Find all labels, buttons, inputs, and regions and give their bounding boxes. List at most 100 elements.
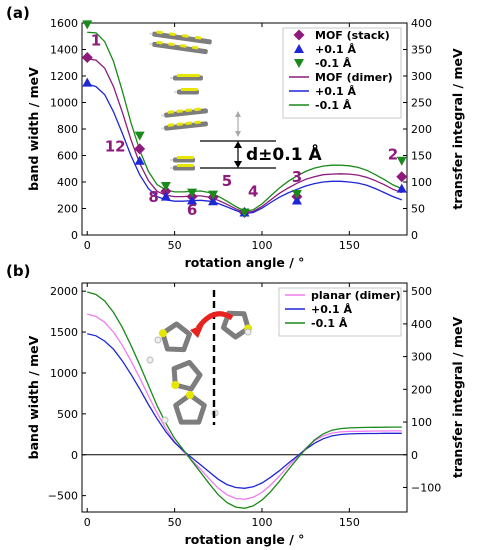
data-point-triangle-down <box>134 131 145 141</box>
arrow-head-down <box>234 161 242 168</box>
sulfur-atom <box>191 88 198 91</box>
y-right-tick-label: 350 <box>411 44 432 57</box>
plot-frame <box>81 282 408 513</box>
data-point-diamond <box>160 185 172 197</box>
sulfur-atom <box>156 30 163 35</box>
hydrogen-atom <box>170 77 173 79</box>
y-tick-label: 0 <box>71 229 78 242</box>
x-tick-label: 50 <box>168 516 182 529</box>
thiophene-ring <box>171 359 203 392</box>
legend-label: MOF (dimer) <box>315 71 393 84</box>
legend-label: -0.1 Å <box>315 57 352 70</box>
y-tick-label: 2000 <box>50 285 78 298</box>
y-tick-label: 600 <box>57 150 78 163</box>
y-right-tick-label: 50 <box>411 203 425 216</box>
sulfur-atom <box>167 110 174 114</box>
thiophene-ring <box>221 310 251 340</box>
hydrogen-atom <box>161 114 165 117</box>
sulfur-atom <box>180 156 187 159</box>
legend-box <box>278 287 402 337</box>
molecule-stack-icon <box>149 40 208 55</box>
sulfur-atom <box>188 74 194 77</box>
legend-label: MOF (stack) <box>315 29 390 42</box>
panel-label: (a) <box>6 4 30 22</box>
rotation-arrow <box>195 311 234 330</box>
geometry-label: 1 <box>91 32 101 50</box>
x-axis-label: rotation angle / ° <box>185 255 305 270</box>
sulfur-atom <box>180 44 187 48</box>
y-right-tick-label: 500 <box>411 285 432 298</box>
y-tick-label: 1000 <box>50 367 78 380</box>
sulfur-atom <box>188 88 194 91</box>
hydrogen-atom <box>170 159 173 161</box>
data-point-triangle-up <box>291 195 302 205</box>
x-tick-label: 0 <box>84 239 91 252</box>
sulfur-atom <box>194 107 201 112</box>
sulfur-atom <box>187 156 194 159</box>
chart-panel-b: 0 50 100 150 −500 0 500 1000 1500 2000 −100 0 100 200… <box>6 262 465 547</box>
sulfur-atom <box>180 164 187 167</box>
geometry-label: 12 <box>105 138 126 156</box>
y-right-tick-label: 300 <box>411 70 432 83</box>
sulfur-atom <box>184 156 190 159</box>
legend-marker-swatch <box>293 29 305 41</box>
molecule-backbone <box>152 41 208 55</box>
geometry-label: 6 <box>187 201 197 219</box>
sulfur-atom <box>184 88 191 91</box>
sulfur-atom <box>185 108 192 113</box>
sulfur-atom <box>186 391 194 399</box>
chart-panel-a: 0 50 100 1500200400600800100012001400160005… <box>6 4 465 270</box>
y-tick-label: 1500 <box>50 326 78 339</box>
legend-label: +0.1 Å <box>315 43 357 56</box>
gray-arrow-head-down <box>235 131 241 137</box>
y-tick-label: 1600 <box>50 17 78 30</box>
sulfur-atom <box>192 45 199 50</box>
y-right-tick-label: 300 <box>411 351 432 364</box>
thiophene-ring <box>160 321 192 353</box>
geometry-label: 2 <box>388 145 398 163</box>
rotation-arrow-head <box>190 324 204 338</box>
molecule-rotation-inset <box>146 290 253 425</box>
sulfur-atom <box>167 123 174 127</box>
x-axis-label: rotation angle / ° <box>185 532 305 547</box>
sulfur-atom <box>184 164 190 167</box>
sulfur-atom <box>176 122 183 126</box>
arrow-head-up <box>234 141 242 148</box>
data-point-triangle-down <box>160 181 171 191</box>
y-right-tick-label: 400 <box>411 17 432 30</box>
y-right-tick-label: 150 <box>411 150 432 163</box>
y-right-axis-label: transfer integral / meV <box>450 317 465 479</box>
molecule-stack-icon <box>161 107 208 118</box>
hydrogen-atom <box>170 167 173 169</box>
sulfur-atom <box>182 34 189 38</box>
data-point-diamond <box>396 171 408 183</box>
sulfur-atom <box>182 74 189 77</box>
molecule-stack-icon <box>170 164 195 171</box>
data-point-triangle-down <box>208 190 219 200</box>
hydrogen-atom <box>161 416 169 424</box>
molecule-inset <box>149 30 212 171</box>
sulfur-atom <box>177 164 183 167</box>
hydrogen-atom <box>161 127 165 130</box>
y-tick-label: 400 <box>57 176 78 189</box>
geometry-label: 3 <box>292 168 302 186</box>
x-tick-label: 100 <box>251 516 272 529</box>
x-tick-label: 100 <box>251 239 272 252</box>
data-point-triangle-down <box>291 189 302 199</box>
distance-indicator: d±0.1 Å <box>200 111 322 169</box>
x-tick-label: 0 <box>84 516 91 529</box>
sulfur-atom <box>171 380 180 389</box>
legend-label: +0.1 Å <box>315 85 357 98</box>
sulfur-atom <box>177 74 183 77</box>
y-right-axis-label: transfer integral / meV <box>450 48 465 210</box>
y-tick-label: 0 <box>71 449 78 462</box>
series-line-2 <box>87 291 402 509</box>
x-tick-label: 150 <box>339 239 360 252</box>
hydrogen-atom <box>154 336 162 344</box>
legend-box <box>282 27 402 119</box>
y-tick-label: 1200 <box>50 70 78 83</box>
data-point-triangle-up <box>82 77 93 87</box>
sulfur-atom <box>177 156 183 159</box>
data-point-triangle-up <box>208 196 219 206</box>
sulfur-atom <box>193 74 200 77</box>
